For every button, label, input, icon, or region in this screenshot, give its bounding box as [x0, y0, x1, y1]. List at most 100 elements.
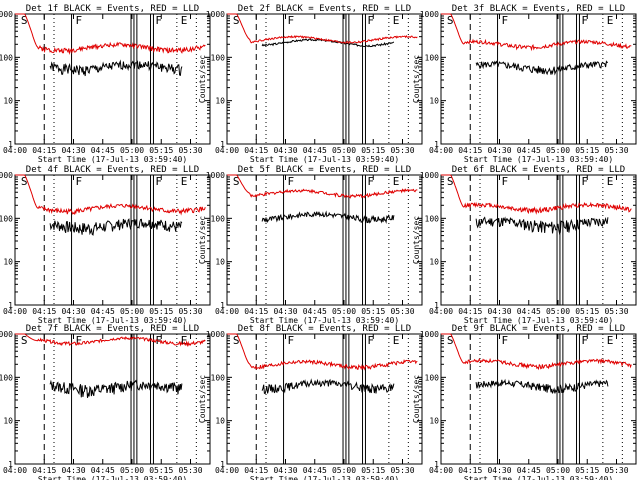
- x-tick-label: 05:30: [390, 307, 414, 316]
- marker-label: F: [367, 175, 374, 188]
- x-tick-label: 05:30: [390, 146, 414, 155]
- plot-frame: [14, 333, 211, 465]
- x-tick-label: 04:45: [303, 466, 327, 475]
- x-tick-label: 04:00: [3, 307, 27, 316]
- marker-label: E: [181, 175, 188, 188]
- x-tick-label: 04:15: [244, 307, 268, 316]
- x-tick-label: 04:00: [215, 146, 239, 155]
- x-tick-label: 04:30: [487, 466, 511, 475]
- x-tick-label: 04:15: [244, 466, 268, 475]
- y-tick-label: 10: [3, 258, 13, 267]
- series-lld-line: [15, 333, 206, 348]
- x-tick-label: 05:30: [604, 146, 628, 155]
- x-tick-label: 05:00: [120, 307, 144, 316]
- plot-frame: [226, 13, 423, 145]
- y-tick-label: 1: [220, 140, 225, 149]
- series-events-line: [49, 379, 183, 398]
- series-lld-line: [227, 333, 418, 371]
- y-tick-label: 100: [0, 373, 13, 382]
- marker-label: F: [155, 334, 162, 347]
- series-events-line: [475, 60, 609, 76]
- series-lld-line: [441, 13, 632, 52]
- chart-title: Det 1f BLACK = Events, RED = LLD: [26, 4, 199, 14]
- x-axis-label: Start Time (17-Jul-13 03:59:40): [464, 475, 613, 480]
- y-tick-label: 100: [0, 53, 13, 62]
- x-tick-label: 04:30: [61, 466, 85, 475]
- x-tick-label: 05:15: [575, 466, 599, 475]
- marker-label: F: [501, 334, 508, 347]
- y-tick-label: 100: [0, 214, 13, 223]
- x-tick-label: 05:00: [332, 307, 356, 316]
- y-tick-label: 1: [434, 460, 439, 469]
- marker-label: S: [233, 14, 240, 27]
- x-tick-label: 05:30: [390, 466, 414, 475]
- x-tick-label: 05:30: [178, 307, 202, 316]
- marker-label: F: [367, 334, 374, 347]
- x-tick-label: 04:30: [61, 146, 85, 155]
- x-tick-label: 05:15: [361, 146, 385, 155]
- y-tick-label: 1000: [420, 171, 439, 180]
- x-axis-label: Start Time (17-Jul-13 03:59:40): [38, 155, 187, 164]
- x-tick-label: 05:15: [149, 466, 173, 475]
- x-tick-label: 05:00: [332, 466, 356, 475]
- y-tick-label: 100: [211, 214, 226, 223]
- y-tick-label: 10: [3, 97, 13, 106]
- x-tick-label: 04:30: [487, 307, 511, 316]
- marker-label: F: [501, 14, 508, 27]
- y-axis-label: Counts/sec: [198, 55, 207, 103]
- marker-label: E: [393, 334, 400, 347]
- y-tick-label: 10: [3, 417, 13, 426]
- y-tick-label: 1000: [206, 171, 225, 180]
- x-tick-label: 04:00: [3, 466, 27, 475]
- series-events-line: [49, 59, 183, 77]
- marker-label: S: [447, 175, 454, 188]
- x-tick-label: 05:15: [149, 146, 173, 155]
- y-tick-label: 10: [429, 258, 439, 267]
- y-axis-label: Counts/sec: [412, 375, 421, 423]
- y-axis-label: Counts/sec: [412, 55, 421, 103]
- y-tick-label: 100: [425, 373, 440, 382]
- x-tick-label: 04:00: [215, 466, 239, 475]
- y-axis-label: Counts/sec: [198, 375, 207, 423]
- plot-frame: [226, 174, 423, 306]
- marker-label: F: [287, 334, 294, 347]
- chart-title: Det 7f BLACK = Events, RED = LLD: [26, 324, 199, 334]
- x-tick-label: 04:30: [273, 146, 297, 155]
- x-tick-label: 05:30: [178, 146, 202, 155]
- y-tick-label: 10: [215, 97, 225, 106]
- y-tick-label: 1: [8, 460, 13, 469]
- plot-frame: [440, 13, 637, 145]
- x-tick-label: 04:15: [32, 466, 56, 475]
- plot-frame: [226, 333, 423, 465]
- x-tick-label: 04:00: [429, 466, 453, 475]
- x-tick-label: 04:45: [303, 146, 327, 155]
- x-tick-label: 04:15: [458, 146, 482, 155]
- marker-label: E: [393, 14, 400, 27]
- marker-label: F: [155, 14, 162, 27]
- x-tick-label: 05:00: [546, 307, 570, 316]
- x-tick-label: 04:15: [32, 307, 56, 316]
- x-tick-label: 04:45: [517, 466, 541, 475]
- marker-label: F: [367, 14, 374, 27]
- chart-title: Det 8f BLACK = Events, RED = LLD: [238, 324, 411, 334]
- y-tick-label: 10: [429, 417, 439, 426]
- x-axis-label: Start Time (17-Jul-13 03:59:40): [38, 475, 187, 480]
- x-tick-label: 05:15: [361, 307, 385, 316]
- x-tick-label: 04:15: [244, 146, 268, 155]
- plot-frame: [440, 174, 637, 306]
- x-tick-label: 05:00: [120, 146, 144, 155]
- series-lld-line: [15, 174, 206, 216]
- series-lld-line: [441, 174, 632, 215]
- x-tick-label: 05:00: [546, 466, 570, 475]
- marker-label: F: [581, 334, 588, 347]
- x-tick-label: 04:45: [517, 146, 541, 155]
- marker-label: F: [75, 14, 82, 27]
- y-tick-label: 10: [215, 417, 225, 426]
- marker-label: S: [447, 334, 454, 347]
- y-tick-label: 1000: [0, 330, 13, 339]
